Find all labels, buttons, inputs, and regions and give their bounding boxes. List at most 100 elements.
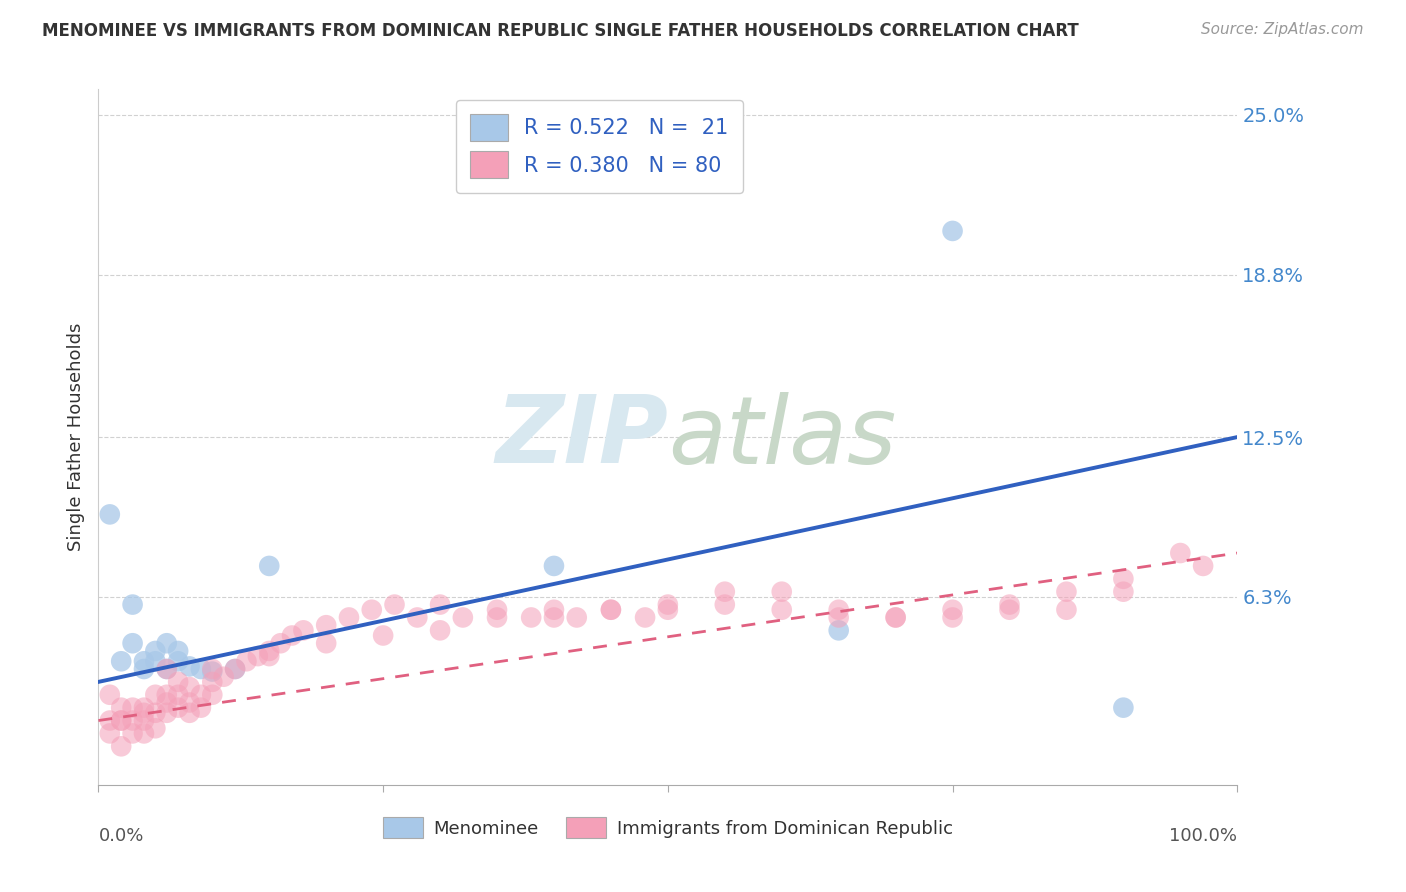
Point: [1056, 603, 1078, 617]
Point: [451, 610, 474, 624]
Point: [145, 721, 167, 735]
Point: [132, 700, 155, 714]
Point: [145, 688, 167, 702]
Point: [1112, 700, 1135, 714]
Point: [246, 649, 269, 664]
Point: [235, 654, 257, 668]
Point: [486, 603, 509, 617]
Point: [201, 662, 224, 676]
Text: 0.0%: 0.0%: [98, 827, 143, 845]
Point: [179, 696, 201, 710]
Point: [132, 706, 155, 720]
Point: [281, 628, 304, 642]
Point: [167, 700, 190, 714]
Point: [657, 603, 679, 617]
Point: [190, 662, 212, 676]
Point: [600, 603, 623, 617]
Point: [156, 636, 179, 650]
Point: [770, 584, 793, 599]
Point: [179, 659, 201, 673]
Point: [942, 610, 965, 624]
Point: [998, 603, 1021, 617]
Point: [657, 598, 679, 612]
Point: [110, 714, 132, 728]
Point: [212, 670, 235, 684]
Point: [884, 610, 907, 624]
Point: [98, 714, 121, 728]
Point: [770, 603, 793, 617]
Point: [360, 603, 382, 617]
Point: [315, 618, 337, 632]
Point: [179, 706, 201, 720]
Point: [156, 688, 179, 702]
Point: [167, 644, 190, 658]
Point: [565, 610, 588, 624]
Point: [190, 700, 212, 714]
Point: [520, 610, 543, 624]
Point: [714, 598, 737, 612]
Point: [543, 603, 565, 617]
Point: [121, 714, 143, 728]
Point: [167, 654, 190, 668]
Point: [884, 610, 907, 624]
Point: [259, 649, 281, 664]
Point: [315, 636, 337, 650]
Point: [634, 610, 657, 624]
Point: [486, 610, 509, 624]
Point: [543, 558, 565, 573]
Point: [600, 603, 623, 617]
Point: [714, 584, 737, 599]
Point: [259, 644, 281, 658]
Point: [132, 662, 155, 676]
Point: [98, 508, 121, 522]
Point: [179, 680, 201, 694]
Point: [145, 654, 167, 668]
Point: [942, 603, 965, 617]
Point: [110, 654, 132, 668]
Point: [190, 688, 212, 702]
Point: [98, 726, 121, 740]
Point: [384, 598, 406, 612]
Text: atlas: atlas: [668, 392, 896, 483]
Point: [110, 714, 132, 728]
Point: [292, 624, 315, 638]
Point: [1112, 584, 1135, 599]
Point: [156, 662, 179, 676]
Point: [406, 610, 429, 624]
Text: ZIP: ZIP: [495, 391, 668, 483]
Point: [121, 636, 143, 650]
Text: Source: ZipAtlas.com: Source: ZipAtlas.com: [1201, 22, 1364, 37]
Point: [145, 706, 167, 720]
Point: [1170, 546, 1192, 560]
Point: [828, 603, 851, 617]
Text: MENOMINEE VS IMMIGRANTS FROM DOMINICAN REPUBLIC SINGLE FATHER HOUSEHOLDS CORRELA: MENOMINEE VS IMMIGRANTS FROM DOMINICAN R…: [42, 22, 1078, 40]
Point: [132, 714, 155, 728]
Point: [828, 610, 851, 624]
Point: [942, 224, 965, 238]
Y-axis label: Single Father Households: Single Father Households: [66, 323, 84, 551]
Point: [156, 662, 179, 676]
Point: [337, 610, 360, 624]
Point: [224, 662, 246, 676]
Point: [270, 636, 292, 650]
Point: [201, 688, 224, 702]
Point: [429, 598, 451, 612]
Point: [121, 598, 143, 612]
Point: [224, 662, 246, 676]
Point: [371, 628, 394, 642]
Point: [1112, 572, 1135, 586]
Point: [201, 665, 224, 679]
Point: [429, 624, 451, 638]
Point: [167, 674, 190, 689]
Point: [156, 706, 179, 720]
Point: [98, 688, 121, 702]
Point: [145, 644, 167, 658]
Point: [543, 610, 565, 624]
Point: [259, 558, 281, 573]
Point: [110, 739, 132, 754]
Point: [110, 700, 132, 714]
Point: [828, 624, 851, 638]
Point: [1056, 584, 1078, 599]
Legend: Menominee, Immigrants from Dominican Republic: Menominee, Immigrants from Dominican Rep…: [375, 810, 960, 846]
Point: [132, 726, 155, 740]
